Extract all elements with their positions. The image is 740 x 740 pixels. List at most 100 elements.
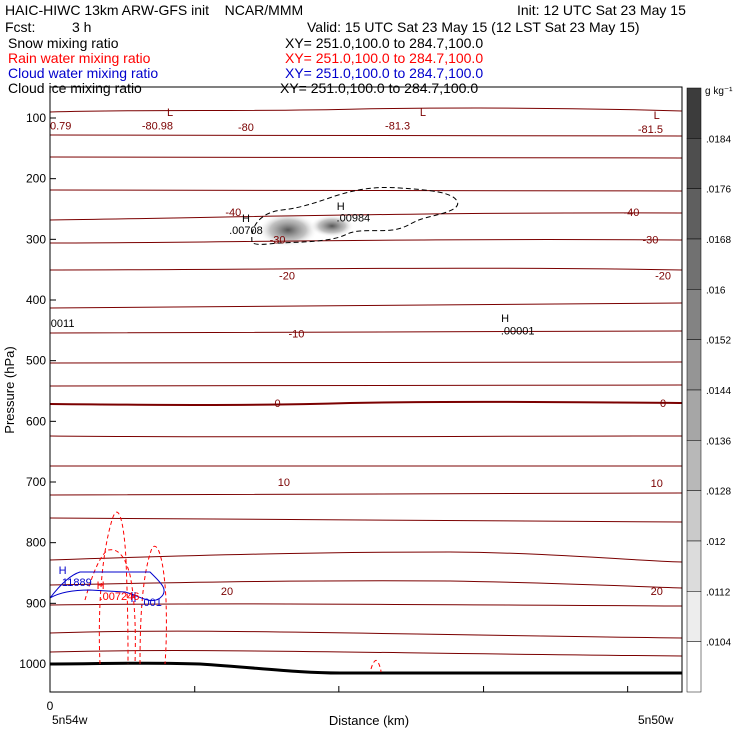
annotation-label: H bbox=[501, 313, 509, 325]
annotation-label: .007246 bbox=[100, 591, 140, 603]
temp-contour-label: -20 bbox=[655, 271, 671, 283]
y-tick-label: 400 bbox=[26, 293, 46, 307]
annotation-label: .00001 bbox=[501, 325, 535, 337]
x-end-label: 5n50w bbox=[638, 713, 674, 727]
colorbar-label: .016 bbox=[706, 285, 726, 296]
fcst-value: 3 h bbox=[72, 19, 92, 35]
temp-contour bbox=[49, 267, 683, 271]
colorbar-label: .0128 bbox=[706, 487, 731, 498]
y-tick-label: 700 bbox=[26, 475, 46, 489]
y-tick-label: 600 bbox=[26, 414, 46, 428]
annotation-label: .11889 bbox=[59, 577, 92, 589]
temp-contour bbox=[49, 134, 683, 137]
colorbar-label: .012 bbox=[706, 537, 726, 548]
temp-contour-label: -30 bbox=[270, 234, 286, 246]
temp-contour bbox=[49, 212, 683, 221]
temp-contour-label: -80 bbox=[238, 122, 254, 134]
field-xy-snow: XY= 251.0,100.0 to 284.7,100.0 bbox=[285, 35, 484, 51]
field-xy-cloud-ice: XY= 251.0,100.0 to 284.7,100.0 bbox=[280, 80, 479, 96]
cloud-water-contour bbox=[49, 571, 165, 602]
temp-contour bbox=[49, 107, 683, 113]
annotation-label: 0.79 bbox=[50, 120, 71, 132]
field-name-rain: Rain water mixing ratio bbox=[8, 50, 151, 66]
temp-contour bbox=[49, 435, 683, 438]
title-line1: HAIC-HIWC 13km ARW-GFS init NCAR/MMM bbox=[5, 2, 304, 18]
fcst-label: Fcst: bbox=[5, 19, 36, 35]
y-tick-label: 800 bbox=[26, 536, 46, 550]
temp-contour bbox=[49, 239, 683, 244]
temp-contour bbox=[49, 156, 683, 159]
temp-contour-label: -40 bbox=[623, 207, 639, 219]
cloud-water-contour bbox=[131, 592, 136, 602]
colorbar-label: .0152 bbox=[706, 336, 731, 347]
temp-contour-label: 10 bbox=[651, 478, 663, 490]
temperature-labels: -80 -80.98 -81.3 -81.5 -40 -30 -20 -10 0 10 20 -40 -… bbox=[142, 120, 671, 598]
x-origin-label: 0 bbox=[47, 699, 54, 713]
colorbar-label: .0104 bbox=[706, 638, 731, 649]
rain-contour bbox=[98, 511, 129, 665]
temp-contour-label: 20 bbox=[651, 586, 663, 598]
y-tick-label: 1000 bbox=[19, 657, 46, 671]
colorbar-unit: g kg⁻¹ bbox=[705, 86, 733, 97]
y-tick-label: 900 bbox=[26, 596, 46, 610]
colorbar-label: .0112 bbox=[706, 587, 731, 598]
annotation-label: .00708 bbox=[229, 225, 263, 237]
annotation-label: 0011 bbox=[51, 318, 75, 330]
temp-contour-label: 0 bbox=[274, 398, 280, 410]
colorbar-swatch bbox=[686, 389, 702, 441]
colorbar-label: .0176 bbox=[706, 185, 731, 196]
annotation-label: L bbox=[420, 107, 426, 119]
y-tick-label: 100 bbox=[26, 111, 46, 125]
rain-contour bbox=[84, 549, 136, 665]
colorbar-swatch bbox=[686, 490, 702, 542]
snow-shading bbox=[310, 215, 354, 237]
colorbar-label: .0144 bbox=[706, 386, 731, 397]
colorbar-swatch bbox=[686, 238, 702, 290]
init-time: Init: 12 UTC Sat 23 May 15 bbox=[517, 2, 686, 18]
temp-contour bbox=[49, 384, 683, 387]
rain-contour bbox=[139, 545, 167, 665]
temp-contour-label: 0 bbox=[660, 398, 666, 410]
annotation-label: .00984 bbox=[337, 212, 371, 224]
y-axis-label: Pressure (hPa) bbox=[2, 346, 17, 433]
colorbar-swatch bbox=[686, 641, 702, 693]
y-ticks: 100 200 300 400 500 600 700 800 900 1000 bbox=[19, 111, 56, 671]
snow-shading bbox=[258, 213, 318, 247]
colorbar-swatch bbox=[686, 440, 702, 491]
annotation-label: H bbox=[59, 565, 67, 577]
x-start-label: 5n54w bbox=[52, 713, 88, 727]
temp-contour-label: 20 bbox=[221, 586, 233, 598]
temp-contour bbox=[49, 603, 683, 607]
temp-contour bbox=[49, 302, 683, 309]
temp-contour bbox=[49, 650, 683, 657]
y-tick-label: 300 bbox=[26, 232, 46, 246]
y-tick-label: 200 bbox=[26, 172, 46, 186]
colorbar-swatch bbox=[686, 87, 702, 139]
annotation-label: L bbox=[654, 110, 660, 122]
valid-time: Valid: 15 UTC Sat 23 May 15 (12 LST Sat … bbox=[307, 19, 640, 35]
surface-line bbox=[49, 661, 682, 675]
temp-contour-label: 10 bbox=[278, 477, 290, 489]
temp-contour-label: -81.5 bbox=[638, 124, 663, 136]
temp-contour-label: -20 bbox=[279, 271, 295, 283]
annotation-label: .001 bbox=[140, 597, 161, 609]
temp-contour bbox=[49, 330, 683, 334]
field-name-cloud-ice: Cloud ice mixing ratio bbox=[8, 80, 142, 96]
temp-contour bbox=[49, 361, 683, 364]
field-name-snow: Snow mixing ratio bbox=[8, 35, 119, 51]
colorbar-label: .0136 bbox=[706, 436, 731, 447]
colorbar-label: .0168 bbox=[706, 235, 731, 246]
field-xy-cloud-water: XY= 251.0,100.0 to 284.7,100.0 bbox=[285, 65, 484, 81]
plot-frame bbox=[49, 86, 683, 693]
annotation-label: H bbox=[242, 213, 250, 225]
colorbar-swatch bbox=[686, 591, 702, 642]
cloud-ice-contour bbox=[251, 187, 459, 245]
colorbar-swatch bbox=[686, 289, 702, 340]
temp-contour bbox=[49, 551, 683, 563]
temp-contour bbox=[49, 517, 683, 523]
x-ticks bbox=[194, 686, 629, 692]
temp-contour bbox=[49, 630, 683, 639]
temp-contour-label: -80.98 bbox=[142, 120, 173, 132]
x-axis-label: Distance (km) bbox=[329, 713, 409, 728]
